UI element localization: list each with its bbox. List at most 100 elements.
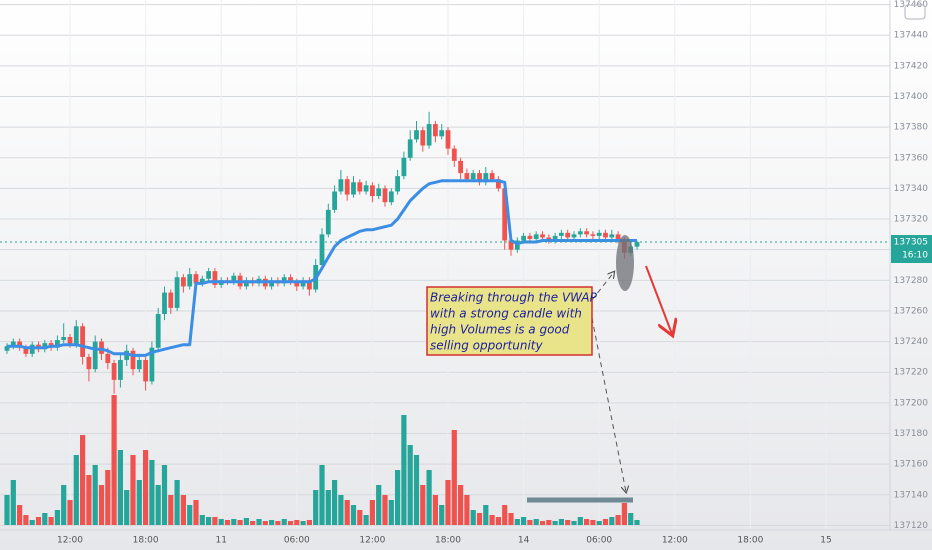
- y-tick-label: 137380: [894, 123, 929, 133]
- volume-bar: [382, 495, 388, 525]
- candle-body: [489, 173, 495, 180]
- volume-bar: [124, 490, 130, 525]
- volume-bar: [262, 521, 268, 525]
- settings-icon[interactable]: [904, 4, 926, 20]
- volume-bar: [174, 480, 180, 525]
- volume-bar: [558, 519, 564, 525]
- candle-body: [426, 124, 432, 146]
- y-tick-label: 137360: [894, 153, 929, 163]
- candle-body: [168, 292, 174, 308]
- down-arrow: [645, 265, 672, 334]
- volume-bar: [527, 520, 533, 525]
- volume-bar: [483, 505, 489, 525]
- candle-body: [609, 234, 615, 238]
- volume-bar: [602, 519, 609, 525]
- candle-body: [61, 336, 67, 341]
- candle-body: [401, 157, 407, 177]
- annotation-box: [426, 286, 593, 356]
- annotation-line: selling opportunity: [430, 339, 543, 353]
- y-tick-label: 137120: [894, 521, 929, 531]
- volume-bar: [464, 495, 470, 525]
- overlay-layer: 137305 16:10: [0, 179, 932, 357]
- candle-body: [351, 182, 356, 195]
- volume-bar: [369, 500, 375, 525]
- candle-body: [363, 185, 369, 192]
- candle-body: [206, 271, 211, 279]
- volume-bar: [42, 513, 48, 525]
- candle-body: [231, 275, 237, 282]
- annotation-line: Breaking through the VWAP: [430, 291, 598, 305]
- volume-bar: [98, 485, 105, 525]
- candle-body: [29, 344, 35, 354]
- volume-bar: [325, 490, 331, 525]
- x-tick-label: 18:00: [737, 536, 763, 546]
- volume-bar: [256, 519, 262, 525]
- candle-body: [344, 179, 350, 195]
- volume-bar: [218, 519, 224, 525]
- volume-bar: [17, 505, 23, 525]
- volume-bar: [54, 510, 60, 525]
- candle-body: [55, 340, 60, 348]
- candle-body: [10, 341, 16, 347]
- candle-body: [162, 292, 167, 315]
- volume-bar: [206, 517, 212, 525]
- volume-bar: [609, 517, 615, 525]
- candle-body: [300, 280, 306, 287]
- volume-bar: [502, 505, 508, 525]
- candle-body: [388, 191, 394, 203]
- candle-body: [571, 234, 577, 238]
- volume-bar: [161, 465, 168, 525]
- candle-body: [464, 173, 470, 180]
- volume-bar: [533, 519, 539, 525]
- volume-bar: [269, 520, 275, 525]
- volume-bar: [199, 515, 205, 525]
- candle-body: [124, 350, 130, 360]
- annotation-line: with a strong candle with: [430, 307, 582, 321]
- candle-body: [199, 278, 205, 284]
- candle-body: [615, 234, 621, 241]
- candle-body: [111, 363, 117, 380]
- candle-body: [552, 235, 558, 241]
- volume-bar: [401, 415, 407, 525]
- candle-body: [73, 326, 79, 345]
- dashed-arrow: [591, 317, 626, 492]
- y-tick-label: 137280: [894, 276, 929, 286]
- volume-bar: [149, 460, 155, 525]
- candle-body: [23, 347, 29, 354]
- volume-bar: [413, 455, 420, 525]
- volume-bar: [521, 517, 527, 525]
- candle-body: [80, 326, 85, 357]
- candle-body: [17, 341, 22, 348]
- volume-bar: [420, 485, 426, 525]
- volume-bar: [130, 455, 136, 525]
- volume-bar: [117, 450, 123, 525]
- candle-body: [4, 346, 10, 351]
- volume-bar: [180, 495, 186, 525]
- candle-body: [319, 234, 325, 265]
- volume-bar: [546, 520, 552, 525]
- highlight-ellipse: [616, 235, 634, 291]
- candle-body: [307, 280, 312, 290]
- volume-bar: [300, 521, 306, 525]
- candle-body: [67, 336, 73, 345]
- volume-bar: [539, 521, 546, 525]
- x-tick-label: 18:00: [435, 536, 461, 546]
- candle-body: [193, 274, 199, 284]
- annotation-line: high Volumes is a good: [430, 323, 570, 337]
- volume-bar: [23, 515, 29, 525]
- x-tick-label: 06:00: [284, 536, 310, 546]
- volume-bar: [86, 475, 92, 525]
- candle-body: [332, 191, 337, 210]
- volume-bar: [313, 490, 319, 525]
- volume-bar: [35, 517, 42, 525]
- volume-bar: [338, 495, 344, 525]
- volume-bar: [596, 521, 602, 525]
- candle-body: [540, 234, 545, 238]
- y-tick-label: 137240: [894, 337, 929, 347]
- volume-bar: [48, 517, 54, 525]
- volume-bar: [565, 520, 571, 525]
- volume-bar: [584, 519, 590, 525]
- candle-body: [357, 182, 363, 192]
- volume-bar: [111, 395, 117, 525]
